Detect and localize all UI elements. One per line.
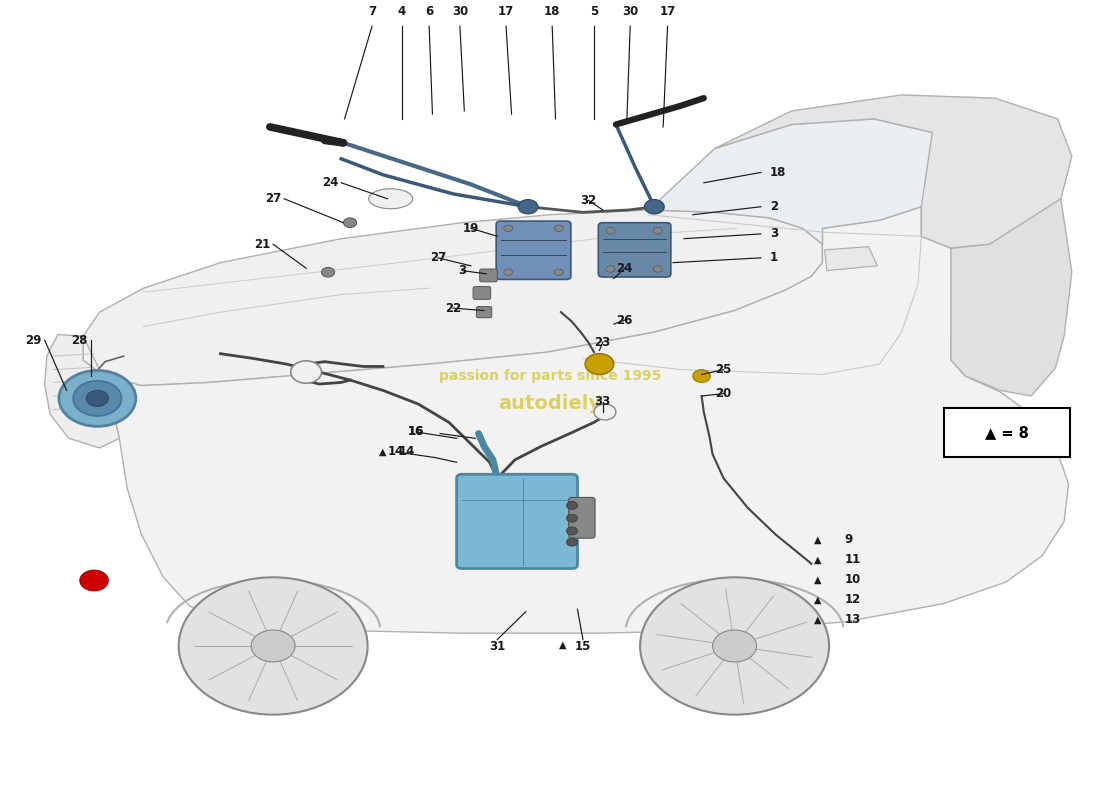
Polygon shape [84,206,1068,633]
Circle shape [59,370,135,426]
Circle shape [566,527,578,535]
Circle shape [518,199,538,214]
Circle shape [178,578,367,714]
Polygon shape [84,210,823,386]
Text: 27: 27 [430,251,447,264]
Text: 32: 32 [581,194,596,207]
Text: 16: 16 [408,426,425,438]
Circle shape [251,630,295,662]
Text: 22: 22 [446,302,461,314]
FancyBboxPatch shape [598,222,671,277]
Polygon shape [715,95,1071,248]
FancyBboxPatch shape [496,221,571,279]
Text: 9: 9 [845,534,853,546]
Circle shape [290,361,321,383]
Circle shape [554,225,563,231]
Text: 12: 12 [845,593,860,606]
Ellipse shape [368,189,412,209]
Polygon shape [952,198,1071,396]
Text: 3: 3 [770,227,778,240]
Text: 30: 30 [623,6,638,18]
Circle shape [606,227,615,234]
Circle shape [343,218,356,227]
Text: 15: 15 [575,639,591,653]
Text: 28: 28 [72,334,88,346]
Circle shape [594,404,616,420]
FancyBboxPatch shape [473,286,491,299]
FancyBboxPatch shape [945,408,1069,457]
Text: 31: 31 [490,639,505,653]
Text: 17: 17 [498,6,514,18]
Text: 24: 24 [322,176,339,190]
Text: ▲: ▲ [814,594,822,605]
Text: 13: 13 [845,613,860,626]
Text: ▲ = 8: ▲ = 8 [986,425,1028,440]
Text: 20: 20 [715,387,732,400]
FancyBboxPatch shape [476,306,492,318]
Circle shape [74,381,121,416]
Polygon shape [649,119,952,244]
Text: passion for parts since 1995: passion for parts since 1995 [439,369,661,383]
Circle shape [606,266,615,272]
Circle shape [713,630,757,662]
Text: ▲: ▲ [814,554,822,565]
Circle shape [566,514,578,522]
Text: autodiely: autodiely [498,394,602,414]
Circle shape [554,269,563,275]
Text: 11: 11 [845,554,860,566]
FancyBboxPatch shape [569,498,595,538]
Text: 6: 6 [425,6,433,18]
Circle shape [645,199,664,214]
Circle shape [640,578,829,714]
Text: 18: 18 [544,6,560,18]
Text: 25: 25 [715,363,732,376]
Text: 24: 24 [616,262,632,274]
Text: ▲: ▲ [814,574,822,585]
Text: 21: 21 [254,238,271,250]
Text: ▲: ▲ [379,447,387,457]
Circle shape [504,269,513,275]
Text: 4: 4 [397,6,406,18]
Text: 5: 5 [590,6,598,18]
Text: 33: 33 [595,395,610,408]
FancyBboxPatch shape [480,269,497,282]
Polygon shape [825,246,878,270]
Text: ▲: ▲ [814,534,822,545]
Text: 7: 7 [368,6,376,18]
Text: 30: 30 [452,6,468,18]
Circle shape [693,370,711,382]
Text: 16: 16 [408,426,425,438]
Circle shape [321,267,334,277]
Text: 23: 23 [595,336,610,349]
Text: 1: 1 [770,251,778,264]
Polygon shape [45,334,119,448]
Text: 17: 17 [659,6,675,18]
FancyBboxPatch shape [456,474,578,569]
Text: 18: 18 [770,166,786,179]
Circle shape [504,225,513,231]
Text: 19: 19 [463,222,480,234]
Text: 26: 26 [616,314,632,326]
Text: 14: 14 [388,446,405,458]
Text: ▲: ▲ [560,639,566,650]
Text: 14: 14 [398,446,415,458]
Circle shape [585,354,614,374]
Circle shape [653,266,662,272]
Text: 10: 10 [845,573,860,586]
Text: 2: 2 [770,200,778,214]
Circle shape [566,502,578,510]
Circle shape [87,390,109,406]
Circle shape [566,538,578,546]
Circle shape [653,227,662,234]
Circle shape [80,570,109,591]
Text: 27: 27 [265,192,282,206]
Text: 29: 29 [25,334,42,346]
Text: 3: 3 [458,264,466,277]
Text: ▲: ▲ [814,614,822,625]
